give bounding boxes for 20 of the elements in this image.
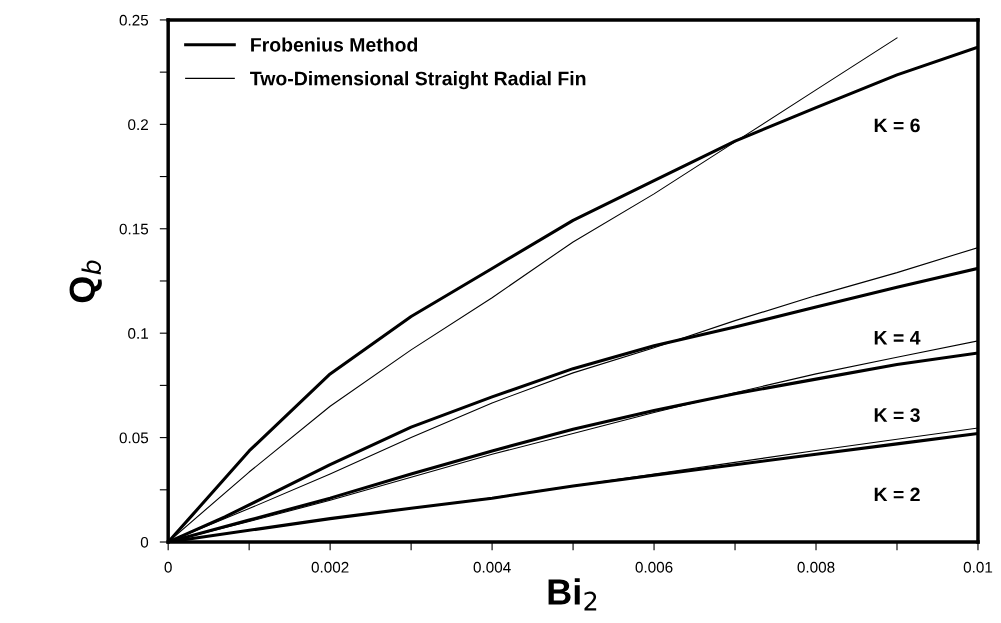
y-tick-label: 0.25 [119,14,149,26]
x-tick-label: 0.01 [963,561,993,573]
x-tick-label: 0.002 [311,561,349,573]
x-tick-label: 0 [164,561,172,573]
x-tick-label: 0.006 [635,561,673,573]
annotation: K = 4 [874,331,921,345]
x-tick-label: 0.008 [797,561,835,573]
y-tick-label: 0.2 [128,119,148,131]
y-tick-label: 0 [140,536,149,548]
legend-label: Frobenius Method [251,37,418,52]
y-tick-label: 0.1 [128,328,148,339]
y-axis-title: Q$_{b}$ [69,260,102,303]
annotation: K = 2 [874,487,920,502]
annotation: K = 3 [874,408,920,422]
y-tick-label: 0.15 [119,223,149,235]
annotation: K = 6 [874,118,920,133]
legend-label: Two-Dimensional Straight Radial Fin [250,71,586,90]
x-axis-title: Bi$_{2}$ [548,578,597,611]
y-tick-label: 0.05 [119,432,149,444]
x-tick-label: 0.004 [473,561,511,573]
